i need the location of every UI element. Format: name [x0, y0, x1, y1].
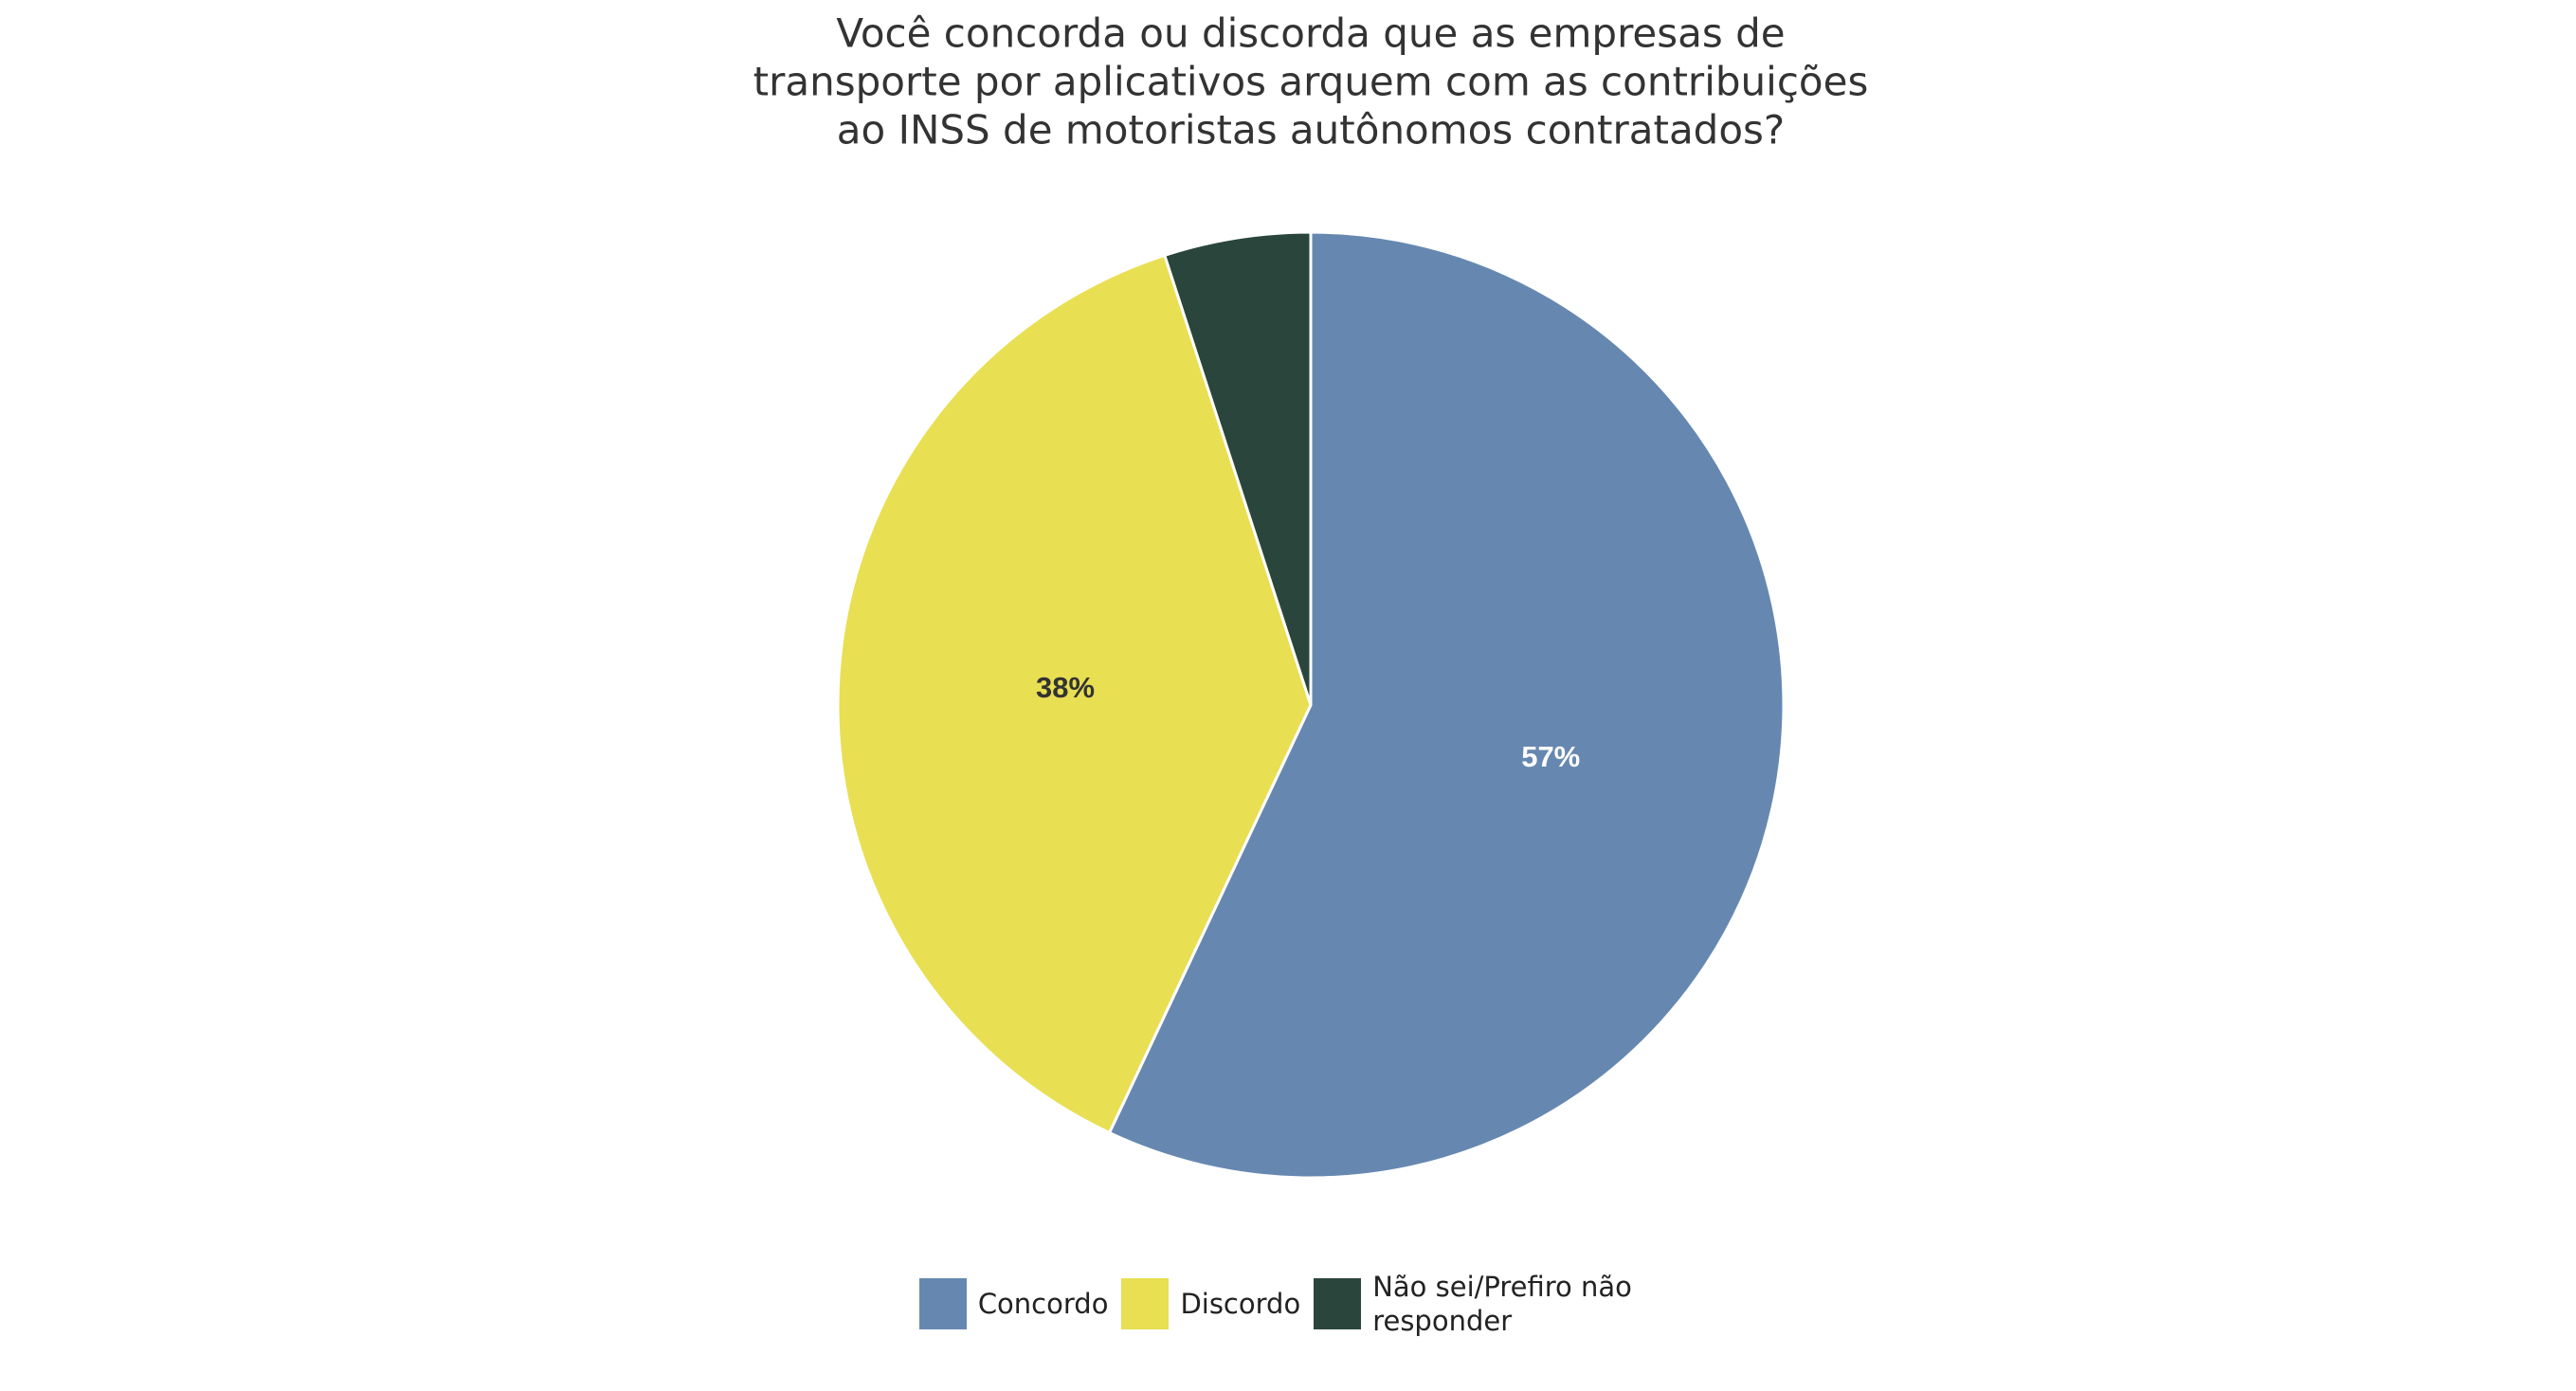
- legend-label: Discordo: [1180, 1288, 1301, 1320]
- legend-item: Não sei/Prefiro não responder: [1314, 1270, 1657, 1338]
- legend-swatch: [918, 1278, 967, 1329]
- chart-title: Você concorda ou discorda que as empresa…: [836, 10, 1785, 57]
- pie-slice: [1107, 230, 1786, 1180]
- legend-swatch: [1314, 1278, 1362, 1329]
- chart: Você concorda ou discorda que as empresa…: [753, 10, 1869, 1180]
- chart-title: ao INSS de motoristas autônomos contrata…: [837, 107, 1785, 154]
- legend-label: Não sei/Prefiro não responder: [1372, 1271, 1632, 1337]
- legend-label: Concordo: [977, 1288, 1109, 1320]
- data-label: 38%: [1036, 671, 1095, 704]
- pie-slice: [836, 253, 1313, 1135]
- legend-item: Concordo: [918, 1278, 1109, 1329]
- pie-slice: [1162, 230, 1313, 706]
- legend: Concordo Discordo Não sei/Prefiro não resp…: [0, 1270, 2576, 1338]
- legend-item: Discordo: [1121, 1278, 1300, 1329]
- legend-swatch: [1121, 1278, 1170, 1329]
- chart-title: transporte por aplicativos arquem com as…: [753, 59, 1869, 105]
- data-label: 57%: [1521, 740, 1580, 773]
